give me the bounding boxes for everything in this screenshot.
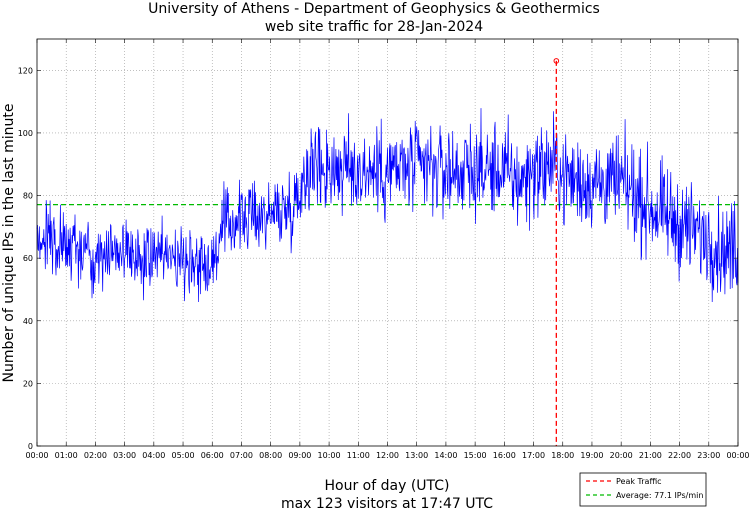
x-axis-label: Hour of day (UTC) bbox=[325, 478, 450, 494]
x-tick-label: 14:00 bbox=[434, 451, 457, 460]
x-tick-label: 22:00 bbox=[668, 451, 691, 460]
y-tick-label: 0 bbox=[28, 442, 33, 451]
x-tick-label: 20:00 bbox=[610, 451, 633, 460]
legend-box bbox=[579, 472, 707, 507]
x-tick-label: 01:00 bbox=[55, 451, 78, 460]
legend-average-label: Average: 77.1 IPs/min bbox=[616, 491, 703, 500]
legend: Peak Traffic Average: 77.1 IPs/min bbox=[579, 472, 707, 507]
chart-title-line-2: web site traffic for 28-Jan-2024 bbox=[265, 19, 483, 35]
x-tick-label: 10:00 bbox=[318, 451, 341, 460]
x-tick-label: 13:00 bbox=[405, 451, 428, 460]
x-tick-label: 21:00 bbox=[639, 451, 662, 460]
x-tick-label: 04:00 bbox=[142, 451, 165, 460]
y-tick-label: 40 bbox=[23, 317, 33, 326]
x-tick-label: 17:00 bbox=[522, 451, 545, 460]
y-tick-label: 20 bbox=[23, 379, 33, 388]
x-tick-label: 07:00 bbox=[230, 451, 253, 460]
x-tick-label: 00:00 bbox=[726, 451, 749, 460]
x-tick-label: 05:00 bbox=[172, 451, 195, 460]
y-axis-label: Number of unique IPs in the last minute bbox=[1, 104, 17, 383]
x-tick-label: 23:00 bbox=[697, 451, 720, 460]
x-tick-label: 06:00 bbox=[201, 451, 224, 460]
peak-summary: max 123 visitors at 17:47 UTC bbox=[281, 496, 493, 511]
y-tick-label: 100 bbox=[18, 129, 33, 138]
y-tick-label: 80 bbox=[23, 192, 33, 201]
x-tick-label: 03:00 bbox=[113, 451, 136, 460]
x-tick-label: 15:00 bbox=[464, 451, 487, 460]
legend-peak-label: Peak Traffic bbox=[616, 477, 662, 486]
x-tick-label: 02:00 bbox=[84, 451, 107, 460]
x-tick-label: 08:00 bbox=[259, 451, 282, 460]
x-tick-label: 11:00 bbox=[347, 451, 370, 460]
x-tick-label: 19:00 bbox=[580, 451, 603, 460]
peak-point bbox=[553, 58, 560, 64]
x-tick-label: 09:00 bbox=[288, 451, 311, 460]
y-tick-label: 120 bbox=[18, 66, 33, 75]
x-tick-label: 12:00 bbox=[376, 451, 399, 460]
grid-lines bbox=[37, 39, 738, 446]
x-tick-label: 18:00 bbox=[551, 451, 574, 460]
chart-title-line-1: University of Athens - Department of Geo… bbox=[148, 1, 600, 17]
x-tick-label: 00:00 bbox=[25, 451, 48, 460]
x-tick-label: 16:00 bbox=[493, 451, 516, 460]
traffic-line bbox=[36, 108, 739, 303]
y-tick-label: 60 bbox=[23, 254, 33, 263]
